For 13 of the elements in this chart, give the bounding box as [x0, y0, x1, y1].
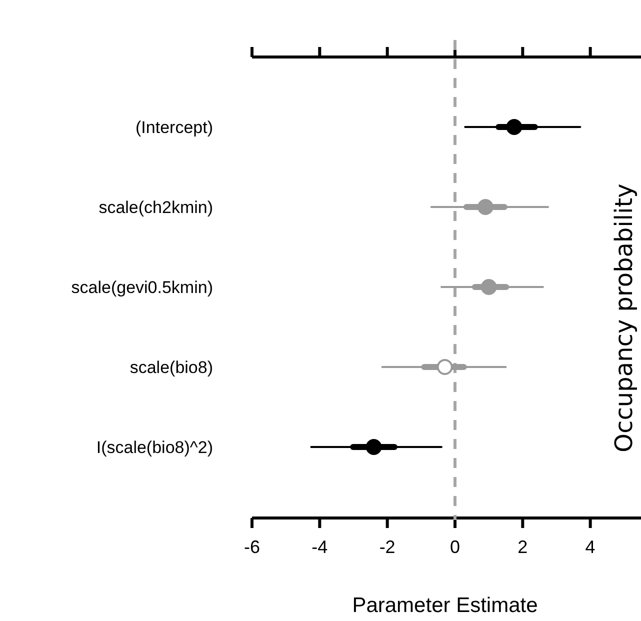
x-tick-label: 2: [518, 537, 528, 557]
y-tick-label: scale(ch2kmin): [98, 198, 213, 217]
x-tick-label: -4: [312, 537, 328, 557]
x-tick-label: -6: [244, 537, 260, 557]
y-tick-label: I(scale(bio8)^2): [96, 438, 213, 457]
y2-axis-title: Occupancy probability: [610, 184, 638, 452]
y-tick-label: scale(gevi0.5kmin): [71, 278, 213, 297]
y-tick-label: scale(bio8): [130, 358, 213, 377]
x-tick-label: 4: [585, 537, 596, 557]
x-tick-label: 0: [450, 537, 460, 557]
x-axis-title: Parameter Estimate: [352, 594, 538, 617]
x-tick-label: -2: [379, 537, 396, 557]
y-tick-label: (Intercept): [136, 118, 213, 137]
